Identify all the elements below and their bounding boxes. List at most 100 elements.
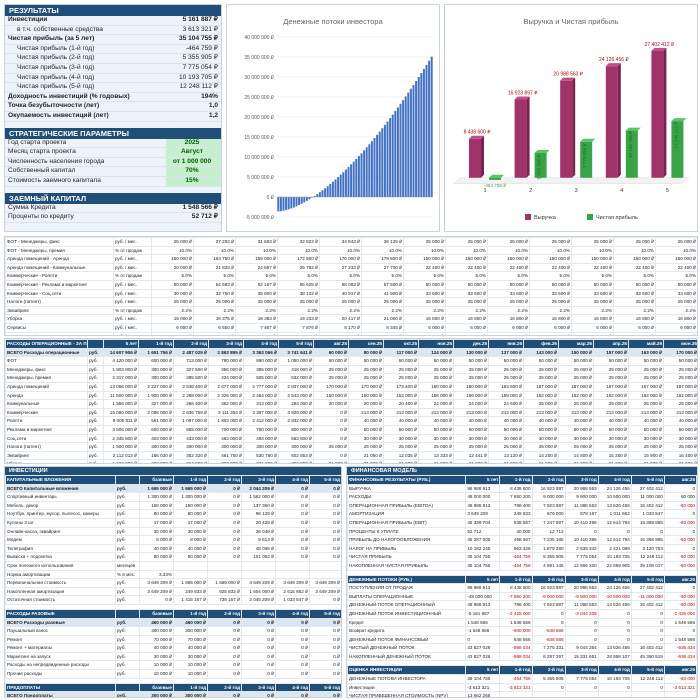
cell[interactable]: 268 400 ₽	[173, 399, 209, 409]
cell[interactable]: 403 000 ₽	[138, 433, 174, 444]
cell[interactable]: 65 625 ₽	[277, 279, 320, 290]
cell[interactable]: 331 000 ₽	[243, 459, 279, 463]
cell[interactable]: 50 000 ₽	[558, 424, 594, 435]
cell[interactable]: 0	[564, 626, 599, 636]
row-label-cell[interactable]: ДЕНЕЖНЫЕ ПОТОКИ ИНВЕСТОРА	[347, 674, 467, 684]
cell[interactable]: 150 000 ₽	[139, 500, 174, 511]
cell[interactable]: 35 108 017	[630, 560, 665, 571]
cell[interactable]: 25 000 ₽	[571, 297, 614, 307]
cell[interactable]: 15 900 ₽	[628, 450, 664, 461]
cell[interactable]: 8 000 ₽	[173, 535, 208, 545]
cell[interactable]: 9 005 811 ₽	[103, 416, 139, 426]
cell[interactable]: 159 000 ₽	[488, 390, 524, 401]
cell[interactable]: 25 000 ₽	[313, 442, 349, 452]
cell[interactable]: % от продаж	[113, 245, 152, 256]
cell[interactable]: 96 988 913	[465, 483, 501, 494]
cell[interactable]: -3 613 321	[465, 682, 501, 693]
cell[interactable]: 50 000 ₽	[613, 279, 656, 290]
cell[interactable]: -48 000 000	[465, 591, 501, 602]
cell[interactable]: 50 000 ₽	[571, 279, 614, 290]
cell[interactable]: 5.0%	[403, 271, 446, 281]
cell[interactable]: 7 247 897	[531, 517, 566, 528]
cell[interactable]: 38 133 ₽	[277, 288, 320, 299]
cell[interactable]: 50 000 ₽	[663, 356, 697, 366]
cell[interactable]: 0 ₽	[309, 651, 341, 662]
cell[interactable]: 2.2%	[361, 305, 404, 316]
row-label-cell[interactable]: ОПЕРАЦИОННАЯ ПРИБЫЛЬ (EBITDA)	[347, 500, 467, 511]
cell[interactable]: 40 000 ₽	[173, 643, 208, 653]
row-label-cell[interactable]: Первоначальная стоимость	[5, 578, 116, 588]
cell[interactable]: 50 000 ₽	[628, 356, 664, 366]
cell[interactable]: 7 876 ₽	[277, 322, 320, 333]
cell[interactable]: 187 000 ₽	[663, 381, 697, 392]
cell[interactable]: 27 402 412	[630, 583, 665, 593]
cell[interactable]: 5.0%	[151, 271, 194, 281]
cell[interactable]: 3 397 008 ₽	[243, 407, 279, 418]
cell[interactable]: 0 ₽	[275, 651, 310, 662]
row-label-cell[interactable]: Аренда помещений - Аренда	[5, 254, 114, 264]
cell[interactable]: 300 000 ₽	[208, 442, 244, 452]
cell[interactable]: 8 438 600	[499, 483, 533, 494]
cell[interactable]: 36 049 ₽	[241, 526, 276, 537]
cell[interactable]: 0 ₽	[275, 483, 310, 494]
cell[interactable]: 1 548 566	[499, 617, 533, 628]
row-label-cell[interactable]: АМОРТИЗАЦИЯ	[347, 509, 467, 519]
cell[interactable]: 150 000 ₽	[151, 254, 194, 264]
cell[interactable]: руб.	[87, 450, 104, 461]
cell[interactable]: 40 000 ₽	[628, 416, 664, 426]
cell[interactable]: 40 000	[499, 526, 533, 537]
cell[interactable]: 22 400 ₽	[403, 262, 446, 273]
cell[interactable]: 0 ₽	[207, 651, 242, 662]
row-label-cell[interactable]: ВСЕГО Расходы операционные	[5, 347, 88, 358]
cell[interactable]: 4 891 146	[531, 560, 566, 571]
cell[interactable]: 4 000 ₽	[571, 331, 614, 335]
cell[interactable]: 187 000 ₽	[558, 381, 594, 392]
cell[interactable]: 5 427 ₽	[319, 331, 362, 335]
cell[interactable]: 300 000 ₽	[139, 691, 174, 697]
row-label-cell[interactable]: ФОТ	[5, 356, 88, 366]
cell[interactable]: 25 792 ₽	[277, 262, 320, 273]
cell[interactable]: 60 000	[663, 492, 697, 502]
cell[interactable]: 40 000 ₽	[173, 543, 208, 554]
cell[interactable]: -464 759	[499, 560, 533, 571]
cell[interactable]: 352 000 ₽	[208, 399, 244, 409]
cell[interactable]: 2 412 000 ₽	[243, 416, 279, 426]
cell[interactable]: 25 000 ₽	[383, 373, 419, 383]
cell[interactable]: 9 900 000	[564, 492, 599, 502]
cell[interactable]: 187 000 ₽	[593, 381, 629, 392]
cell[interactable]: 14 607 906 ₽	[103, 347, 139, 358]
cell[interactable]: 20 988 563	[564, 483, 599, 494]
cell[interactable]: 25 000 ₽	[523, 442, 559, 452]
cell[interactable]: 137 360 ₽	[241, 500, 276, 511]
cell[interactable]: 35 104 755	[465, 560, 501, 571]
cell[interactable]: 163 000 ₽	[628, 347, 664, 358]
cell[interactable]: 30 000 ₽	[383, 433, 419, 444]
cell[interactable]: 80 000 ₽	[173, 552, 208, 562]
cell[interactable]: 788 400	[499, 600, 533, 610]
cell[interactable]: -60 000	[663, 535, 697, 545]
cell[interactable]: 0 ₽	[309, 483, 341, 494]
cell[interactable]: 27 292 ₽	[193, 237, 236, 247]
cell[interactable]: 0	[597, 617, 632, 628]
cell[interactable]: 0 ₽	[275, 535, 310, 545]
cell[interactable]: 12 441 ₽	[453, 450, 489, 461]
cell[interactable]: 186 030 ₽	[138, 450, 174, 461]
row-label-cell[interactable]: Коммунальные	[5, 399, 88, 409]
cell[interactable]: 150 000 ₽	[173, 500, 208, 511]
row-label-cell[interactable]: Инвестиции	[347, 682, 467, 693]
cell[interactable]: 24 126 456	[597, 483, 632, 494]
cell[interactable]: 300 000 ₽	[139, 626, 174, 636]
cell[interactable]: 7 235 185	[531, 535, 566, 545]
cell[interactable]: 33 600 ₽	[571, 288, 614, 299]
cell[interactable]: 553 600 ₽	[278, 433, 314, 444]
cell[interactable]: 10 410 396	[564, 535, 599, 545]
row-label-cell[interactable]: ДЕНЕЖНЫЙ ПОТОК ИНВЕСТИЦИОННЫЙ	[347, 608, 467, 619]
cell[interactable]: 124 000 ₽	[418, 347, 454, 358]
cell[interactable]: 0 ₽	[207, 526, 242, 537]
cell[interactable]: 25 000 ₽	[628, 442, 664, 452]
cell[interactable]: 50 000 ₽	[488, 424, 524, 435]
cell[interactable]: 25 000 ₽	[453, 373, 489, 383]
row-label-cell[interactable]: Реклама и маркетинг	[5, 424, 88, 435]
cell[interactable]: 176 000 ₽	[319, 254, 362, 264]
cell[interactable]: 678 167	[564, 509, 599, 519]
